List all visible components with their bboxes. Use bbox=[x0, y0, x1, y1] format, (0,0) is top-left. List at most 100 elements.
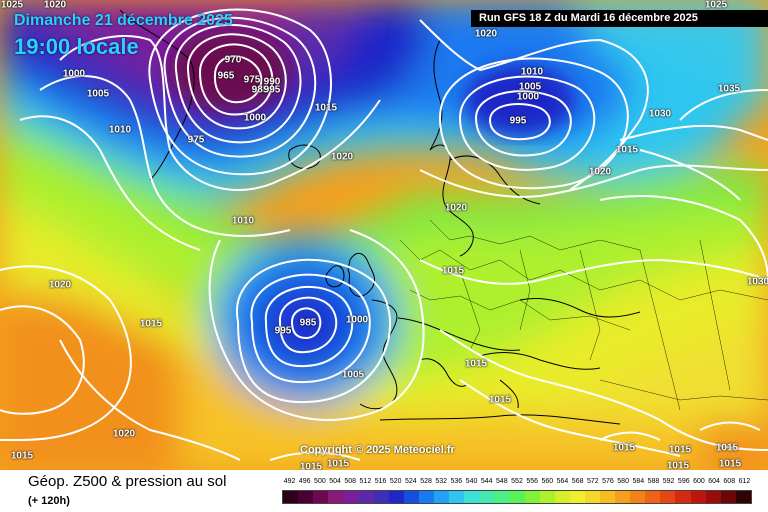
legend-swatch bbox=[660, 491, 676, 503]
isobar-label: 1015 bbox=[715, 442, 739, 454]
legend-value: 504 bbox=[329, 478, 341, 485]
legend-swatch bbox=[283, 491, 299, 503]
legend-value: 584 bbox=[632, 478, 645, 485]
isobar-label: 1015 bbox=[441, 265, 465, 277]
isobar-label: 995 bbox=[263, 84, 281, 96]
isobar-label: 965 bbox=[217, 70, 235, 82]
map-title: Géop. Z500 & pression au sol bbox=[28, 473, 227, 490]
isobar-label: 1020 bbox=[330, 151, 354, 163]
isobar-label: 1000 bbox=[516, 91, 540, 103]
legend-value: 568 bbox=[571, 478, 584, 485]
isobar-label: 1015 bbox=[668, 444, 692, 456]
isobar-label: 975 bbox=[187, 134, 205, 146]
legend-swatch bbox=[403, 491, 419, 503]
legend-swatch bbox=[554, 491, 570, 503]
legend-swatch bbox=[373, 491, 389, 503]
legend-swatch bbox=[328, 491, 344, 503]
forecast-lead-time: (+ 120h) bbox=[28, 495, 70, 507]
isobar-label: 1020 bbox=[48, 279, 72, 291]
legend-swatch bbox=[358, 491, 374, 503]
isobar-label: 990 bbox=[263, 76, 281, 88]
legend-value: 560 bbox=[541, 478, 554, 485]
legend-value: 532 bbox=[435, 478, 448, 485]
forecast-date: Dimanche 21 décembre 2025 bbox=[14, 12, 233, 29]
isobar-label: 1005 bbox=[86, 88, 110, 100]
legend-value: 528 bbox=[420, 478, 432, 485]
legend-value: 600 bbox=[693, 478, 705, 485]
isobar-label: 995 bbox=[274, 325, 292, 337]
isobar-label: 1010 bbox=[231, 215, 255, 227]
isobar-label: 985 bbox=[251, 84, 269, 96]
forecast-time: 19:00 locale bbox=[14, 34, 139, 59]
legend-value: 508 bbox=[344, 478, 357, 485]
legend-swatch bbox=[343, 491, 359, 503]
legend-swatch bbox=[509, 491, 525, 503]
legend-value: 524 bbox=[405, 478, 417, 485]
legend-value: 492 bbox=[283, 478, 296, 485]
isobar-label: 985 bbox=[299, 317, 317, 329]
legend-value: 592 bbox=[662, 478, 675, 485]
legend-swatch bbox=[524, 491, 540, 503]
legend-swatch bbox=[735, 491, 751, 503]
legend-value: 608 bbox=[723, 478, 736, 485]
legend-value: 572 bbox=[586, 478, 599, 485]
legend-value-labels: 492 496 500 504 508 512 516 520 524 528 532 536 540 5… bbox=[282, 478, 752, 488]
legend-value: 520 bbox=[389, 478, 402, 485]
isobar-label: 1030 bbox=[648, 108, 672, 120]
map-footer: Géop. Z500 & pression au sol (+ 120h) 49… bbox=[0, 470, 768, 512]
legend-swatch bbox=[690, 491, 706, 503]
legend-value: 588 bbox=[647, 478, 660, 485]
legend-swatch bbox=[539, 491, 555, 503]
isobar-label: 1030 bbox=[746, 276, 768, 288]
legend-color-scale bbox=[282, 490, 752, 504]
isobar-label: 995 bbox=[509, 115, 527, 127]
isobar-label: 1010 bbox=[108, 124, 132, 136]
isobar-label: 1005 bbox=[341, 369, 365, 381]
legend-swatch bbox=[675, 491, 691, 503]
isobar-label: 1015 bbox=[10, 450, 34, 462]
legend-value: 540 bbox=[465, 478, 478, 485]
legend-swatch bbox=[645, 491, 661, 503]
legend-value: 500 bbox=[314, 478, 326, 485]
geopotential-field bbox=[0, 0, 768, 470]
isobar-label: 1020 bbox=[588, 166, 612, 178]
isobar-label: 1015 bbox=[718, 458, 742, 470]
isobar-label: 975 bbox=[243, 74, 261, 86]
isobar-label: 1020 bbox=[112, 428, 136, 440]
legend-value: 580 bbox=[617, 478, 629, 485]
legend-value: 516 bbox=[374, 478, 387, 485]
legend-swatch bbox=[464, 491, 480, 503]
isobar-label: 1020 bbox=[444, 202, 468, 214]
legend-swatch bbox=[599, 491, 616, 503]
isobar-label: 1015 bbox=[139, 318, 163, 330]
legend-value: 548 bbox=[495, 478, 508, 485]
legend-swatch bbox=[630, 491, 646, 503]
isobar-label: 1015 bbox=[299, 461, 323, 471]
isobar-label: 1000 bbox=[243, 112, 267, 124]
legend-value: 552 bbox=[511, 478, 523, 485]
isobar-label: 1020 bbox=[474, 28, 498, 40]
isobar-label: 1000 bbox=[345, 314, 369, 326]
isobar-label: 1005 bbox=[518, 81, 542, 93]
isobar-label: 1015 bbox=[464, 358, 488, 370]
isobar-label: 1015 bbox=[612, 442, 636, 454]
isobar-label: 1015 bbox=[488, 394, 512, 406]
legend-swatch bbox=[584, 491, 600, 503]
run-info-banner: Run GFS 18 Z du Mardi 16 décembre 2025 bbox=[471, 10, 768, 27]
legend-value: 612 bbox=[738, 478, 751, 485]
legend-swatch bbox=[313, 491, 329, 503]
legend-value: 512 bbox=[359, 478, 372, 485]
legend-swatch bbox=[298, 491, 314, 503]
isobar-label: 1015 bbox=[615, 144, 639, 156]
legend-swatch bbox=[705, 491, 721, 503]
isobar-label: 1000 bbox=[62, 68, 86, 80]
isobar-label: 1015 bbox=[666, 460, 690, 471]
legend-swatch bbox=[449, 491, 465, 503]
copyright-notice: Copyright © 2025 Meteociel.fr bbox=[300, 444, 455, 456]
legend-value: 604 bbox=[708, 478, 720, 485]
isobars bbox=[0, 8, 768, 461]
legend-value: 596 bbox=[677, 478, 690, 485]
legend-swatch bbox=[494, 491, 510, 503]
legend-swatch bbox=[720, 491, 736, 503]
isobar-label: 1020 bbox=[43, 0, 67, 11]
